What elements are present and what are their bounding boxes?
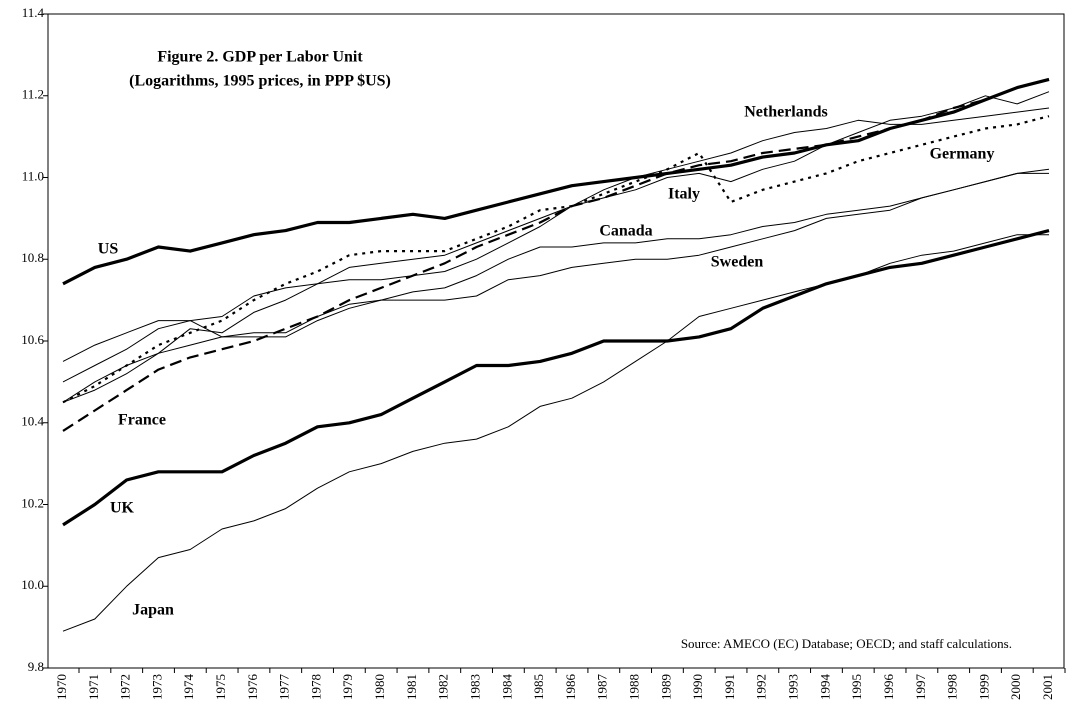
x-tick-label: 1970 [54,674,69,700]
series-label: Sweden [711,254,764,271]
x-tick-label: 1993 [786,674,801,700]
series-line [62,168,1050,362]
x-tick-label: 1977 [277,674,292,701]
x-tick-label: 1985 [531,674,546,700]
x-tick-label: 1971 [86,674,101,700]
y-tick-label: 11.4 [22,5,45,20]
x-tick-label: 1978 [308,674,323,700]
y-tick-label: 10.4 [21,414,44,429]
source-note: Source: AMECO (EC) Database; OECD; and s… [681,636,1012,651]
series-line [62,107,1050,383]
x-tick-label: 1987 [595,674,610,701]
series-line [62,91,1050,403]
x-tick-label: 2001 [1040,674,1055,700]
y-tick-label: 10.2 [21,495,44,510]
y-tick-label: 10.6 [21,332,44,347]
x-tick-label: 1991 [722,674,737,700]
x-tick-label: 1979 [340,674,355,700]
x-tick-label: 1981 [404,674,419,700]
y-tick-label: 9.8 [28,659,44,674]
x-tick-label: 1975 [213,674,228,700]
x-tick-label: 1973 [149,674,164,700]
series-line [62,78,1050,432]
x-tick-label: 1974 [181,674,196,701]
y-tick-label: 11.0 [22,168,44,183]
series-label: Germany [930,146,995,163]
x-tick-label: 1972 [118,674,133,700]
x-tick-label: 1997 [913,674,928,701]
x-tick-label: 1988 [627,674,642,700]
series-label: Canada [599,223,652,240]
x-tick-label: 1984 [499,674,514,701]
y-tick-label: 11.2 [22,87,44,102]
x-tick-label: 1986 [563,674,578,701]
series-line [62,172,1049,403]
series-line [62,229,1050,527]
x-tick-label: 1995 [849,674,864,700]
x-tick-label: 1989 [658,674,673,700]
x-tick-label: 1996 [881,674,896,701]
y-tick-label: 10.0 [21,577,44,592]
x-tick-label: 1994 [817,674,832,701]
x-tick-label: 1992 [754,674,769,700]
x-tick-label: 1983 [467,674,482,700]
x-tick-label: 1980 [372,674,387,700]
series-line [62,234,1049,632]
chart-title: Figure 2. GDP per Labor Unit [157,49,363,66]
series-line [62,77,1050,286]
x-tick-label: 1982 [436,674,451,700]
x-tick-label: 1999 [976,674,991,700]
x-tick-label: 1998 [945,674,960,700]
series-label: Japan [132,602,174,619]
x-tick-label: 1976 [245,674,260,701]
series-label: US [98,241,119,258]
series-label: UK [110,500,135,517]
plot-frame [47,13,1065,669]
series-label: France [118,412,166,429]
series-label: Italy [668,186,700,203]
chart-subtitle: (Logarithms, 1995 prices, in PPP $US) [129,73,391,90]
series-line [62,115,1050,404]
series-label: Netherlands [744,104,828,121]
x-tick-label: 2000 [1008,674,1023,700]
x-tick-label: 1990 [690,674,705,700]
y-tick-label: 10.8 [21,250,44,265]
